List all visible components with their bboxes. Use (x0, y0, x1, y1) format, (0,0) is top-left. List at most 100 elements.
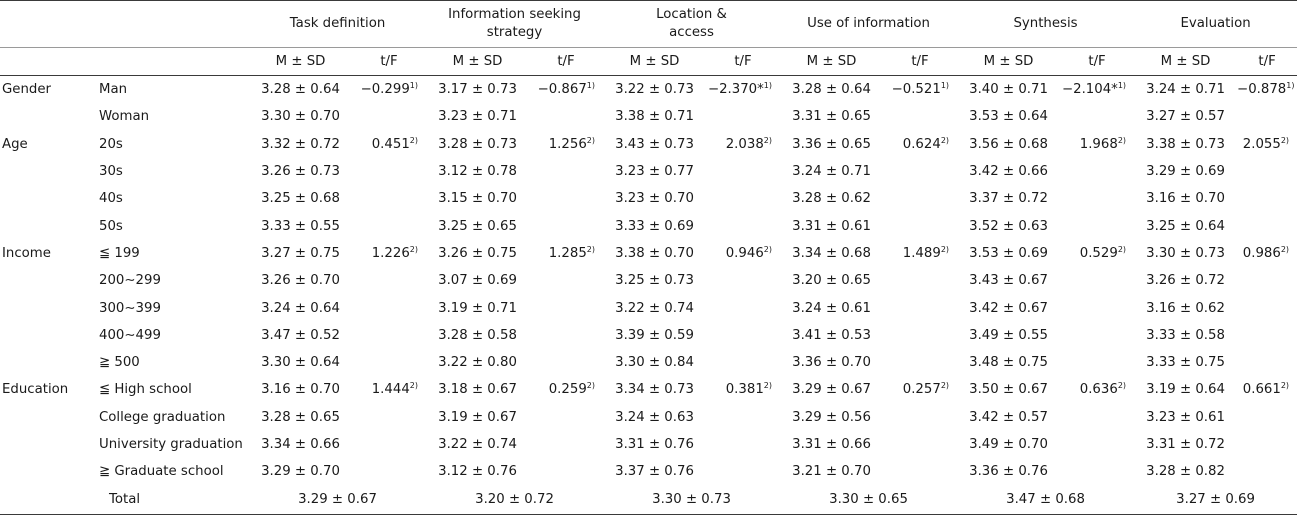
row-subgroup-label: College graduation (99, 409, 226, 425)
row-subgroup-label: 300∼399 (99, 300, 161, 316)
cell-t-f: −0.2991) (352, 76, 426, 104)
cell-mean-sd: 3.19 ± 0.71 (438, 300, 517, 316)
header-empty (97, 0, 249, 48)
cell-t-f-footnote: 2) (409, 244, 419, 254)
table-row: Education ≦ High school 3.16 ± 0.70 1.4442)… (0, 376, 1297, 403)
cell-t-f (529, 431, 603, 458)
cell-t-f-footnote: 2) (763, 135, 773, 145)
col-header-use-of-information: Use of information (780, 0, 958, 48)
cell-t-f-value: 0.946 (725, 245, 764, 261)
cell-t-f: −2.104*1) (1060, 76, 1134, 104)
subheader-t-f: t/F (352, 47, 427, 76)
cell-mean-sd: 3.15 ± 0.70 (438, 191, 517, 207)
cell-t-f: 0.2572) (883, 376, 957, 403)
header-empty (0, 0, 97, 48)
cell-t-f (529, 458, 603, 485)
cell-t-f: −2.370*1) (706, 76, 780, 104)
cell-mean-sd: 3.36 ± 0.70 (792, 355, 871, 371)
cell-mean-sd: 3.19 ± 0.64 (1146, 382, 1225, 398)
cell-t-f-footnote: 2) (940, 135, 950, 145)
cell-t-f-value: 0.259 (548, 382, 587, 398)
cell-mean-sd: 3.25 ± 0.73 (615, 273, 694, 289)
cell-t-f-value: −0.878 (1237, 82, 1287, 98)
row-subgroup-label: ≧ 500 (99, 355, 140, 371)
cell-mean-sd: 3.42 ± 0.67 (969, 300, 1048, 316)
cell-mean-sd: 3.34 ± 0.73 (615, 382, 694, 398)
cell-mean-sd: 3.26 ± 0.72 (1146, 273, 1225, 289)
cell-t-f-value: 2.055 (1242, 136, 1281, 152)
cell-mean-sd: 3.26 ± 0.70 (261, 273, 340, 289)
cell-mean-sd: 3.34 ± 0.68 (792, 245, 871, 261)
row-group-label: Age (2, 136, 28, 152)
row-group-label (0, 103, 97, 130)
cell-t-f (883, 185, 957, 212)
row-group-label (0, 431, 97, 458)
cell-t-f (352, 103, 426, 130)
cell-t-f-footnote: 2) (1117, 381, 1127, 391)
cell-t-f-value: 0.624 (902, 136, 941, 152)
cell-t-f-footnote: 2) (586, 135, 596, 145)
cell-t-f (883, 103, 957, 130)
subheader-mean-sd: M ± SD (426, 47, 530, 76)
cell-mean-sd: 3.41 ± 0.53 (792, 327, 871, 343)
cell-mean-sd: 3.33 ± 0.75 (1146, 355, 1225, 371)
row-subgroup-label: ≦ 199 (99, 245, 140, 261)
cell-t-f: 1.4442) (352, 376, 426, 403)
cell-mean-sd: 3.50 ± 0.67 (969, 382, 1048, 398)
cell-t-f (529, 103, 603, 130)
cell-mean-sd: 3.17 ± 0.73 (438, 82, 517, 98)
cell-t-f (352, 158, 426, 185)
cell-t-f-value: 0.636 (1079, 382, 1118, 398)
subheader-mean-sd: M ± SD (249, 47, 352, 76)
cell-t-f-footnote: 2) (1117, 244, 1127, 254)
table-row: Income ≦ 199 3.27 ± 0.75 1.2262) 3.26 ± 0.75… (0, 240, 1297, 267)
cell-mean-sd: 3.28 ± 0.82 (1146, 464, 1225, 480)
cell-t-f (883, 431, 957, 458)
cell-t-f-footnote: 2) (1280, 244, 1290, 254)
cell-t-f (1060, 294, 1134, 321)
cell-t-f-footnote: 1) (1286, 81, 1295, 91)
cell-t-f-value: 1.444 (371, 382, 410, 398)
subheader-mean-sd: M ± SD (1134, 47, 1238, 76)
cell-t-f-value: 0.381 (725, 382, 764, 398)
cell-t-f (883, 322, 957, 349)
cell-mean-sd: 3.33 ± 0.55 (261, 218, 340, 234)
cell-t-f-value: 1.489 (902, 245, 941, 261)
cell-t-f (1237, 458, 1297, 485)
total-mean-sd: 3.20 ± 0.72 (426, 485, 604, 516)
cell-t-f: 1.2852) (529, 240, 603, 267)
cell-t-f-footnote: 2) (1117, 135, 1127, 145)
row-subgroup-label: 400∼499 (99, 327, 161, 343)
cell-t-f: 0.5292) (1060, 240, 1134, 267)
cell-mean-sd: 3.22 ± 0.74 (438, 437, 517, 452)
cell-mean-sd: 3.30 ± 0.70 (261, 109, 340, 125)
row-group-label (0, 267, 97, 294)
row-group-label (0, 158, 97, 185)
cell-mean-sd: 3.37 ± 0.76 (615, 464, 694, 480)
cell-t-f: −0.8781) (1237, 76, 1297, 104)
row-subgroup-label: ≦ High school (99, 382, 192, 398)
subheader-t-f: t/F (883, 47, 958, 76)
cell-t-f-footnote: 2) (763, 244, 773, 254)
cell-mean-sd: 3.36 ± 0.65 (792, 136, 871, 152)
cell-t-f-value: 1.226 (371, 245, 410, 261)
cell-mean-sd: 3.38 ± 0.71 (615, 109, 694, 125)
row-group-label (0, 294, 97, 321)
cell-mean-sd: 3.33 ± 0.58 (1146, 327, 1225, 343)
table-row: University graduation 3.34 ± 0.66 3.22 ± 0… (0, 431, 1297, 458)
table-row: 300∼399 3.24 ± 0.64 3.19 ± 0.71 3.22 ± 0.74… (0, 294, 1297, 321)
cell-mean-sd: 3.31 ± 0.66 (792, 437, 871, 452)
row-group-label (0, 212, 97, 239)
cell-mean-sd: 3.16 ± 0.70 (1146, 191, 1225, 207)
row-subgroup-label: University graduation (99, 437, 243, 452)
table-row: 40s 3.25 ± 0.68 3.15 ± 0.70 3.23 ± 0.70 3.28… (0, 185, 1297, 212)
cell-t-f-footnote: 2) (940, 244, 950, 254)
cell-mean-sd: 3.36 ± 0.76 (969, 464, 1048, 480)
cell-t-f-value: 0.257 (902, 382, 941, 398)
row-group-label: Income (2, 245, 51, 261)
cell-mean-sd: 3.49 ± 0.55 (969, 327, 1048, 343)
cell-t-f-value: 0.529 (1079, 245, 1118, 261)
header-row: Task definition Information seeking stra… (0, 0, 1297, 48)
cell-t-f: 0.9462) (706, 240, 780, 267)
cell-t-f-footnote: 2) (940, 381, 950, 391)
